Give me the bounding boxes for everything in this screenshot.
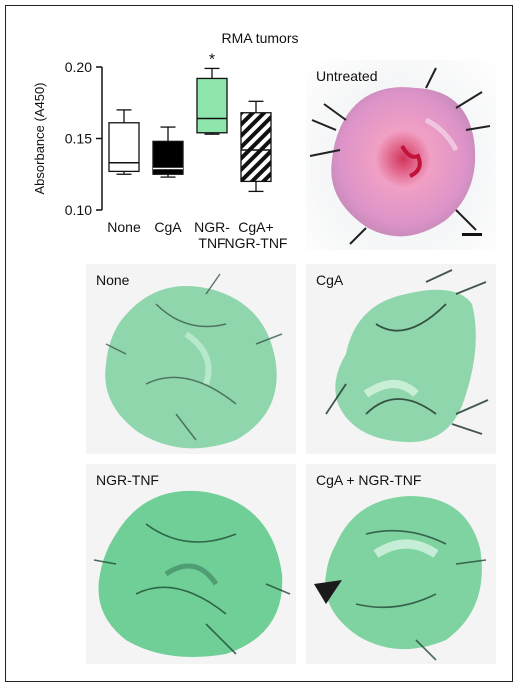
x-category-label: TNF <box>198 235 225 251</box>
scale-bar <box>462 233 482 236</box>
figure-frame: RMA tumors 0.10 0.15 0.20 Absorbance (A450)… <box>5 5 513 682</box>
x-category-label: CgA+ <box>238 219 273 235</box>
photo-none: None <box>86 264 296 454</box>
cga-ngr-tnf-tumor-image <box>314 496 487 661</box>
untreated-tumor-image <box>309 67 491 245</box>
photo-cga-ngr-tnf: CgA + NGR-TNF <box>306 464 496 664</box>
cga-tumor-image <box>325 269 489 443</box>
label-ngr-tnf: NGR-TNF <box>96 472 159 488</box>
significance-marker: * <box>209 51 215 68</box>
figure-title: RMA tumors <box>221 30 299 46</box>
label-cga: CgA <box>316 272 344 288</box>
box-iqr <box>108 122 140 173</box>
y-tick-label: 0.10 <box>65 202 92 218</box>
photo-ngr-tnf: NGR-TNF <box>86 464 296 664</box>
photo-cga: CgA <box>306 264 496 454</box>
box-iqr <box>196 77 228 134</box>
y-tick-label: 0.15 <box>65 131 92 147</box>
label-untreated: Untreated <box>316 68 378 84</box>
x-category-label: NGR-TNF <box>225 235 288 251</box>
ngr-tnf-tumor-image <box>93 490 291 657</box>
y-axis-label: Absorbance (A450) <box>32 82 47 194</box>
none-tumor-image <box>105 273 283 449</box>
label-none: None <box>96 272 130 288</box>
x-category-label: CgA <box>154 219 182 235</box>
label-cga-ngr-tnf: CgA + NGR-TNF <box>316 472 422 488</box>
x-category-label: None <box>107 219 141 235</box>
photo-untreated: Untreated <box>306 60 496 250</box>
y-tick-label: 0.20 <box>65 59 92 75</box>
x-category-label: NGR- <box>194 219 230 235</box>
box-iqr <box>240 112 272 183</box>
box-iqr <box>152 140 184 175</box>
boxplot-chart: 0.10 0.15 0.20 Absorbance (A450) None CgA * NGR… <box>32 51 288 251</box>
